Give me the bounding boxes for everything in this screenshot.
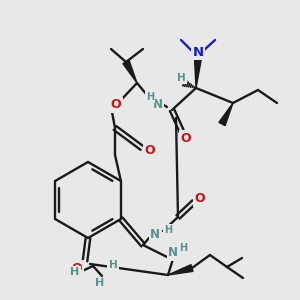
Polygon shape [168, 265, 193, 275]
Text: H: H [95, 278, 105, 288]
Text: O: O [181, 131, 191, 145]
Text: H: H [70, 267, 80, 277]
Text: H: H [109, 260, 117, 270]
Text: H: H [177, 73, 185, 83]
Text: N: N [192, 46, 204, 59]
Text: N: N [150, 229, 160, 242]
Text: O: O [72, 262, 82, 275]
Text: O: O [111, 98, 121, 112]
Text: O: O [195, 193, 205, 206]
Polygon shape [123, 60, 137, 83]
Polygon shape [219, 103, 233, 126]
Text: H: H [164, 225, 172, 235]
Text: H: H [179, 243, 187, 253]
Text: N: N [168, 247, 178, 260]
Text: N: N [153, 98, 163, 110]
Polygon shape [194, 58, 202, 88]
Text: O: O [145, 143, 155, 157]
Text: H: H [146, 92, 154, 102]
